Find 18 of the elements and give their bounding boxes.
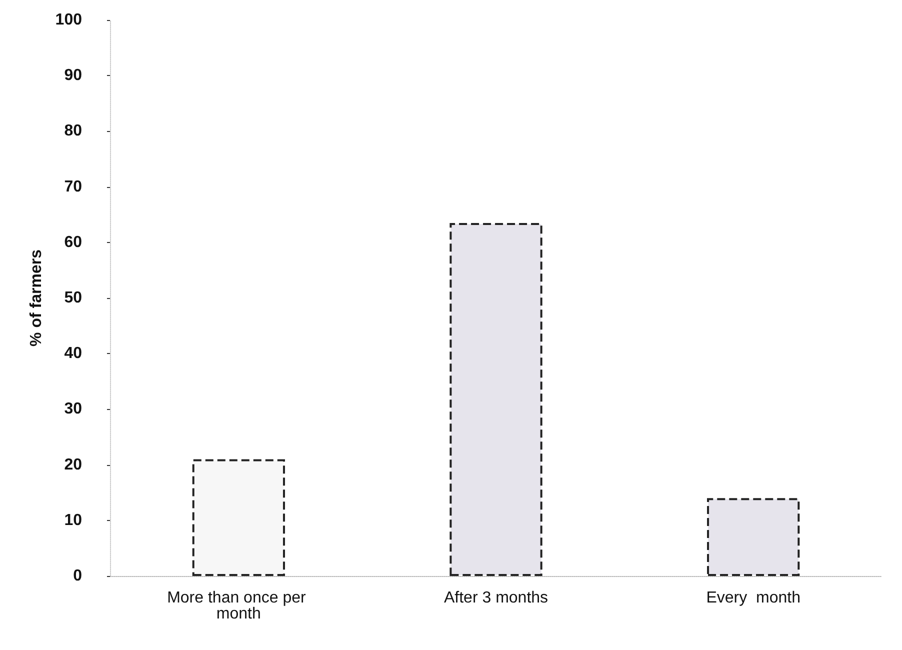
y-tick-label: 0	[73, 568, 82, 584]
y-tick-label: 40	[64, 345, 82, 362]
y-tick-label: 100	[55, 12, 82, 28]
bar	[450, 222, 542, 576]
y-tick-label: 90	[64, 67, 82, 84]
x-tick-label: After 3 months	[444, 590, 548, 606]
x-tick-label: Every month	[706, 590, 800, 606]
y-tick-label: 80	[64, 122, 82, 140]
x-tick-label: More than once per month	[167, 590, 310, 622]
y-tick-label: 10	[64, 512, 82, 529]
y-axis-title: % of farmers	[28, 249, 45, 346]
y-tick-label: 30	[64, 400, 82, 418]
y-tick-label: 70	[64, 178, 82, 196]
y-tick-label: 50	[64, 290, 82, 306]
y-tick-label: 20	[64, 456, 82, 474]
bar	[192, 459, 285, 576]
bar	[707, 498, 800, 576]
y-tick-label: 60	[64, 234, 82, 251]
